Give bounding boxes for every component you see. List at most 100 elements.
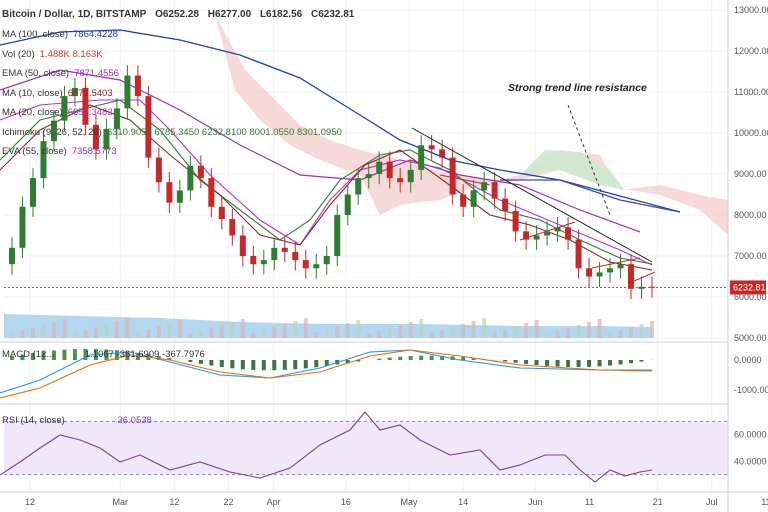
macd-histogram-bar bbox=[209, 360, 214, 366]
volume-bar bbox=[545, 334, 550, 338]
volume-bar bbox=[450, 327, 455, 338]
macd-histogram-bar bbox=[419, 355, 424, 360]
date-tick-label: 11 bbox=[761, 497, 768, 507]
indicator-row: Vol (20) 1.488K 8.163K bbox=[2, 49, 108, 61]
candle-body bbox=[449, 157, 456, 195]
volume-bar bbox=[251, 333, 256, 338]
volume-bar bbox=[198, 331, 203, 338]
price-axis-bg bbox=[728, 0, 768, 512]
chart-header: Bitcoin / Dollar, 1D, BITSTAMP O6252.28 … bbox=[2, 9, 360, 20]
price-tick-label: 11000.00 bbox=[734, 87, 768, 97]
macd-histogram-bar bbox=[618, 360, 623, 365]
date-tick-label: 11 bbox=[585, 497, 594, 507]
macd-histogram-bar bbox=[534, 360, 539, 366]
macd-histogram-bar bbox=[471, 357, 476, 360]
last-price-badge bbox=[730, 280, 766, 295]
macd-histogram-bar bbox=[356, 360, 361, 362]
candle-body bbox=[155, 157, 162, 183]
candle-body bbox=[103, 128, 110, 150]
volume-bar bbox=[20, 331, 25, 338]
support-trendline bbox=[519, 221, 576, 241]
macd-histogram-bar bbox=[429, 355, 434, 360]
macd-histogram-bar bbox=[30, 352, 35, 360]
volume-bar bbox=[209, 328, 214, 338]
candle-body bbox=[113, 108, 120, 129]
volume-bar bbox=[219, 325, 224, 338]
ema-50-line bbox=[0, 69, 641, 233]
volume-bar bbox=[335, 326, 340, 338]
volume-bar bbox=[429, 333, 434, 338]
volume-bar bbox=[587, 322, 592, 338]
indicator-row: EMA (50, close) 7871.4556 bbox=[2, 68, 124, 80]
candle-body bbox=[502, 198, 509, 211]
volume-bar bbox=[51, 322, 56, 338]
candle-body bbox=[313, 264, 320, 269]
rsi-line bbox=[0, 411, 653, 483]
ma-20-line bbox=[0, 99, 653, 266]
rsi-tick-label: 40.0000 bbox=[734, 456, 767, 466]
macd-line bbox=[0, 349, 652, 394]
candle-body bbox=[92, 124, 99, 150]
candle-body bbox=[271, 247, 278, 261]
volume-bar bbox=[492, 332, 497, 338]
macd-histogram-bar bbox=[251, 360, 256, 370]
trendline-annotation: Strong trend line resistance bbox=[508, 82, 647, 94]
date-tick-label: 21 bbox=[653, 497, 663, 507]
candle-body bbox=[586, 268, 593, 277]
candle-body bbox=[176, 190, 183, 203]
macd-histogram-bar bbox=[639, 360, 644, 362]
macd-histogram-bar bbox=[104, 349, 109, 360]
candle-body bbox=[607, 268, 614, 273]
macd-histogram-bar bbox=[513, 360, 518, 363]
date-tick-label: Jun bbox=[528, 497, 543, 507]
candle-body bbox=[239, 235, 246, 256]
candle-body bbox=[512, 210, 519, 232]
candle-body bbox=[145, 96, 152, 158]
candle-body bbox=[565, 227, 572, 240]
indicator-value: 7358.5773 bbox=[71, 146, 117, 157]
indicator-row: MA (100, close) 7864.4228 bbox=[2, 29, 123, 41]
indicator-row: Ichimoku (9, 26, 52, 26) 6310.9050 6785.3… bbox=[2, 127, 347, 139]
candle-body bbox=[575, 239, 582, 269]
volume-ma-area bbox=[4, 314, 652, 338]
macd-histogram-bar bbox=[461, 357, 466, 360]
macd-histogram-bar bbox=[576, 360, 581, 368]
volume-bar bbox=[135, 332, 140, 338]
macd-histogram-bar bbox=[114, 350, 119, 360]
volume-bar bbox=[387, 328, 392, 338]
macd-tick-label: 0.0000 bbox=[734, 355, 762, 365]
macd-histogram-bar bbox=[62, 349, 67, 360]
indicator-value: 6871.5403 bbox=[67, 87, 113, 99]
macd-histogram-bar bbox=[219, 360, 224, 368]
macd-histogram-bar bbox=[293, 360, 298, 370]
volume-bar bbox=[324, 329, 329, 338]
volume-bar bbox=[576, 325, 581, 338]
candle-body bbox=[386, 161, 393, 179]
candle-body bbox=[281, 247, 288, 252]
volume-bar bbox=[261, 330, 266, 338]
date-tick-label: 12 bbox=[25, 497, 35, 507]
indicator-row: MA (10, close) 6871.5403 bbox=[2, 88, 118, 100]
volume-bar bbox=[398, 325, 403, 338]
macd-signal-line bbox=[0, 349, 653, 399]
volume-bar bbox=[177, 320, 182, 338]
volume-bar bbox=[272, 327, 277, 338]
indicator-label: MA (20, close) bbox=[2, 107, 63, 118]
macd-histogram-bar bbox=[524, 360, 529, 364]
macd-histogram-bar bbox=[545, 360, 550, 366]
candle-body bbox=[334, 215, 341, 256]
candle-body bbox=[397, 178, 404, 183]
macd-histogram-bar bbox=[597, 360, 602, 367]
ohlc-high: H6277.00 bbox=[207, 9, 252, 20]
volume-bar bbox=[156, 326, 161, 338]
price-tick-label: 13000.00 bbox=[734, 5, 768, 15]
volume-bar bbox=[345, 323, 350, 338]
candle-body bbox=[418, 145, 425, 170]
date-tick-label: 16 bbox=[341, 497, 351, 507]
ma-100-line-ext bbox=[500, 179, 681, 213]
macd-histogram-bar bbox=[51, 350, 56, 360]
volume-bar bbox=[440, 330, 445, 338]
volume-bar bbox=[597, 319, 602, 338]
volume-bar bbox=[104, 324, 109, 338]
